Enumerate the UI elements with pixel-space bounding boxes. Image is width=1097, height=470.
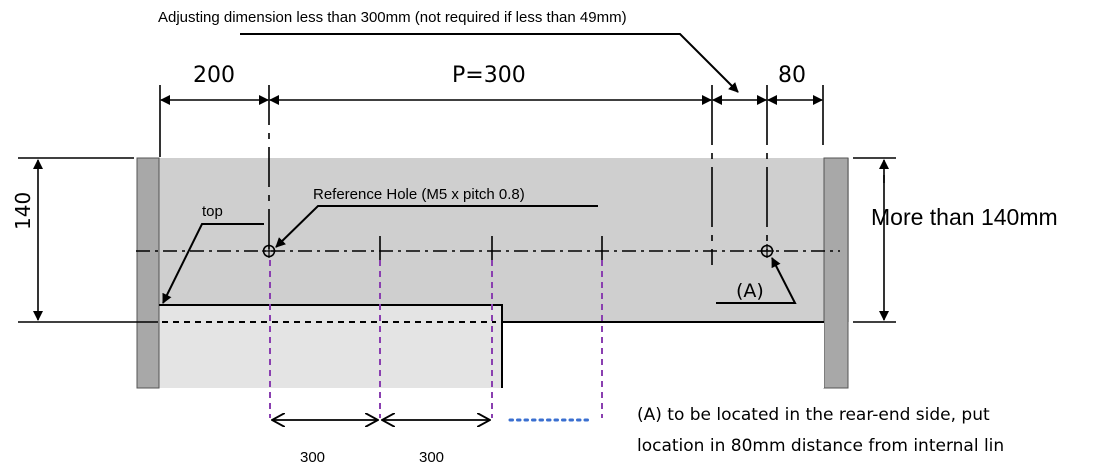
dim-label-80: 80 [778, 63, 806, 88]
more-than-label: More than 140mm [871, 204, 1058, 230]
lower-box-outline [159, 304, 503, 388]
left-post [136, 157, 160, 389]
lower-panel [158, 305, 502, 388]
dim-label-200: 200 [193, 63, 235, 88]
projection-lines [269, 260, 603, 418]
reference-hole-icon [262, 244, 276, 258]
lower-gap [502, 322, 824, 388]
adjusting-note: Adjusting dimension less than 300mm (not… [158, 9, 627, 26]
dim-label-140: 140 [11, 192, 35, 230]
marker-a-leader [716, 257, 797, 304]
dim-label-pitch: P=300 [452, 63, 526, 88]
hole-a-icon [760, 244, 774, 258]
reference-hole-label: Reference Hole (M5 x pitch 0.8) [313, 186, 525, 203]
marker-a-label: (A) [736, 280, 764, 302]
top-leader [162, 223, 264, 304]
note-line-1: (A) to be located in the rear-end side, … [637, 405, 990, 425]
adjusting-leader [240, 33, 739, 93]
right-post [823, 157, 849, 389]
note-line-2: location in 80mm distance from internal … [637, 436, 1004, 456]
spacing-label-2: 300 [419, 449, 444, 466]
reference-hole-leader [275, 205, 598, 248]
spacing-label-1: 300 [300, 449, 325, 466]
top-label: top [202, 203, 223, 220]
